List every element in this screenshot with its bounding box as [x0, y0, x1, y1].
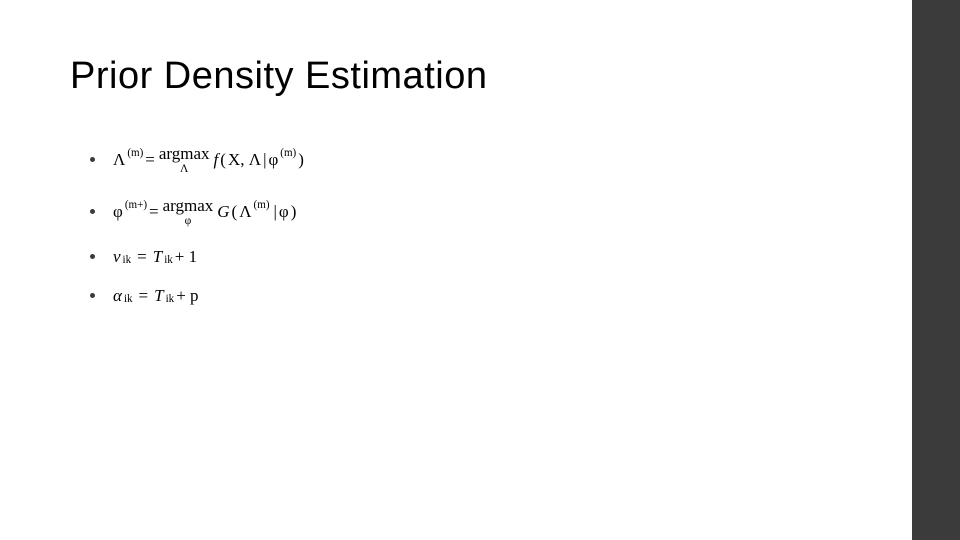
equation-3: v ik = T ik + 1: [113, 248, 197, 265]
eq1-arg-a: X, Λ: [228, 151, 261, 168]
list-item: Λ (m) = argmax Λ f ( X, Λ | φ (m) ): [90, 145, 304, 175]
eq2-arg-a-base: Λ: [239, 203, 251, 220]
eq2-lhs-base: φ: [113, 203, 123, 220]
equation-2: φ (m+) = argmax φ G ( Λ (m) | φ ): [113, 197, 296, 227]
eq2-lhs-exp: (m+): [125, 200, 147, 211]
eq1-bar: |: [263, 151, 266, 168]
bullet-list: Λ (m) = argmax Λ f ( X, Λ | φ (m) ) φ: [90, 145, 304, 304]
eq1-lhs-exp: (m): [127, 148, 143, 159]
eq2-arg-a-exp: (m): [254, 200, 270, 211]
slide: Prior Density Estimation Λ (m) = argmax …: [0, 0, 960, 540]
eq1-fn: f: [214, 151, 219, 168]
eq2-op: =: [149, 203, 159, 220]
bullet-dot-icon: [90, 157, 95, 162]
eq3-lhs-base: v: [113, 248, 121, 265]
eq4-rhs-sub: ik: [166, 294, 175, 305]
eq4-op: =: [139, 287, 149, 304]
bullet-dot-icon: [90, 293, 95, 298]
bullet-dot-icon: [90, 254, 95, 259]
eq3-lhs-sub: ik: [123, 255, 132, 266]
list-item: φ (m+) = argmax φ G ( Λ (m) | φ ): [90, 197, 304, 227]
sidebar-accent: [912, 0, 960, 540]
list-item: α ik = T ik + p: [90, 287, 304, 304]
eq1-argmax-label: argmax: [159, 145, 210, 162]
eq1-lhs-base: Λ: [113, 151, 125, 168]
eq3-op: =: [137, 248, 147, 265]
eq3-rhs-tail: + 1: [175, 248, 197, 265]
eq3-rhs-sub: ik: [164, 255, 173, 266]
eq2-argmax-label: argmax: [163, 197, 214, 214]
eq4-rhs-base: T: [154, 287, 163, 304]
eq2-bar: |: [274, 203, 277, 220]
eq2-argmax-under: φ: [185, 215, 192, 227]
eq2-argmax: argmax φ: [163, 197, 214, 227]
eq1-close: ): [298, 151, 304, 168]
eq1-arg-b-base: φ: [268, 151, 278, 168]
eq4-lhs-base: α: [113, 287, 122, 304]
eq1-arg-b-exp: (m): [280, 148, 296, 159]
eq1-argmax: argmax Λ: [159, 145, 210, 175]
eq1-argmax-under: Λ: [180, 163, 188, 175]
equation-1: Λ (m) = argmax Λ f ( X, Λ | φ (m) ): [113, 145, 304, 175]
eq2-arg-b: φ: [279, 203, 289, 220]
eq3-rhs-base: T: [153, 248, 162, 265]
eq1-op: =: [145, 151, 155, 168]
eq1-open: (: [220, 151, 226, 168]
eq4-lhs-sub: ik: [124, 294, 133, 305]
bullet-dot-icon: [90, 209, 95, 214]
slide-title: Prior Density Estimation: [70, 55, 487, 98]
list-item: v ik = T ik + 1: [90, 248, 304, 265]
eq2-open: (: [232, 203, 238, 220]
eq2-close: ): [291, 203, 297, 220]
equation-4: α ik = T ik + p: [113, 287, 199, 304]
eq2-fn: G: [217, 203, 229, 220]
eq4-rhs-tail: + p: [176, 287, 198, 304]
